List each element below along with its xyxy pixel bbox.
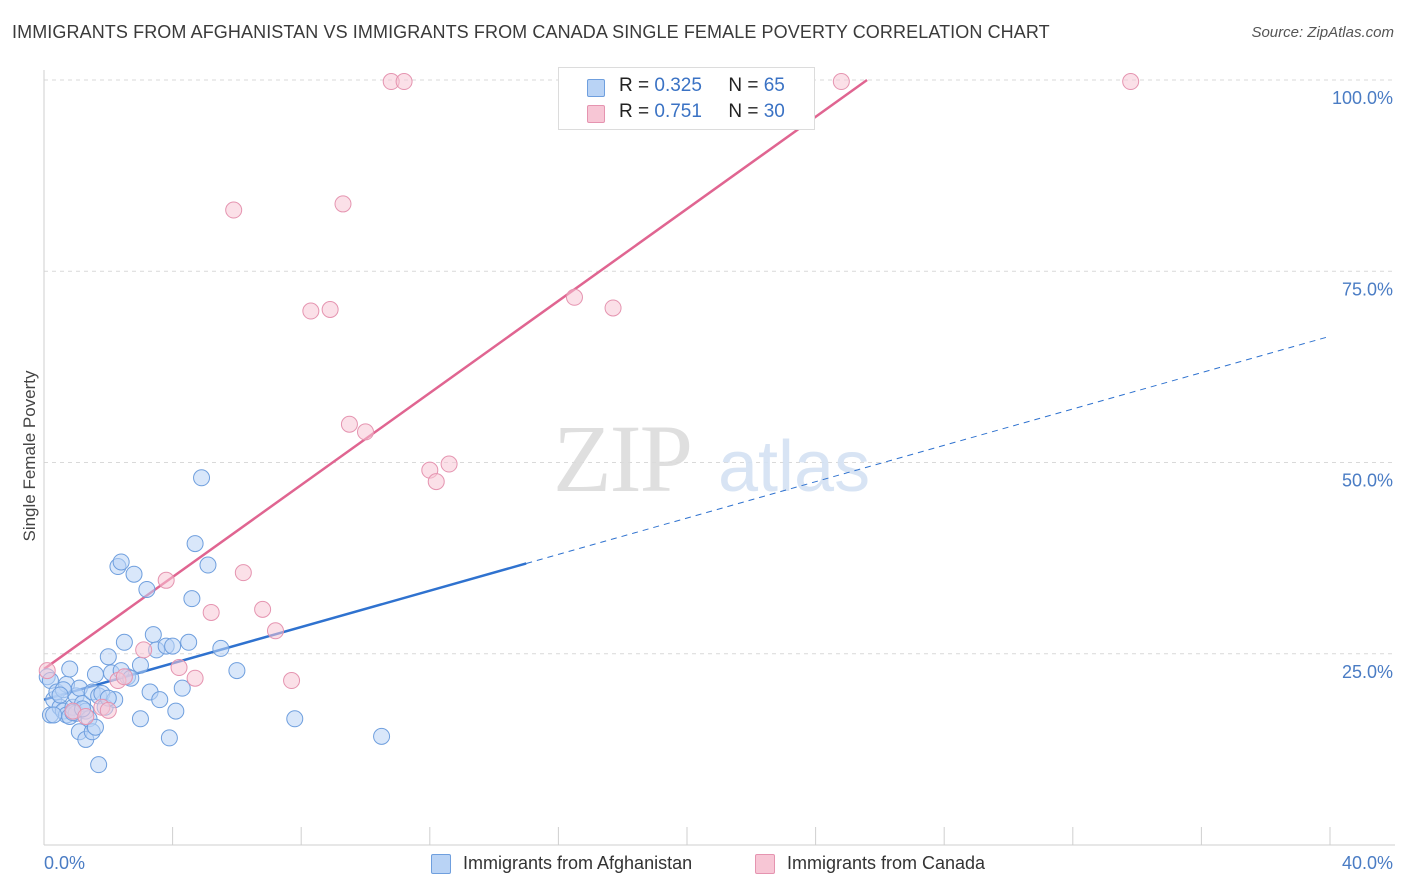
trend-line-canada [43, 78, 868, 671]
data-point-canada [832, 73, 850, 91]
data-point-canada [99, 701, 117, 719]
data-point-canada [135, 641, 153, 659]
data-point-canada [283, 672, 301, 690]
data-point-canada [1122, 73, 1140, 91]
data-point-afghanistan [99, 648, 117, 666]
watermark: ZIP atlas [553, 405, 870, 512]
r-label: R = [619, 75, 650, 96]
data-point-canada [202, 603, 220, 621]
n-label: N = [728, 75, 759, 96]
data-point-afghanistan [112, 553, 130, 571]
data-point-afghanistan [90, 756, 108, 774]
data-point-canada [115, 668, 133, 686]
data-points [38, 73, 1140, 774]
data-point-canada [321, 301, 339, 318]
data-point-afghanistan [164, 637, 182, 655]
watermark-atlas: atlas [718, 427, 870, 507]
pink-swatch [755, 854, 775, 874]
data-point-afghanistan [186, 535, 204, 553]
blue-swatch [587, 79, 605, 97]
data-point-canada [266, 622, 284, 640]
r-value-canada: 0.751 [654, 101, 702, 122]
data-point-afghanistan [199, 556, 217, 574]
stats-legend: R = 0.325 N = 65 R = 0.751 N = 30 [558, 67, 815, 130]
chart-title: IMMIGRANTS FROM AFGHANISTAN VS IMMIGRANT… [12, 22, 1050, 42]
x-tick-label: 40.0% [1342, 853, 1393, 873]
tick-labels: 100.0% 75.0% 50.0% 25.0% 0.0% 40.0% [44, 88, 1393, 873]
data-point-afghanistan [160, 729, 178, 747]
data-point-afghanistan [173, 679, 191, 697]
r-label: R = [619, 101, 650, 122]
data-point-afghanistan [193, 469, 211, 487]
x-tick-label: 0.0% [44, 853, 85, 873]
data-point-afghanistan [180, 633, 198, 651]
data-point-canada [440, 455, 458, 473]
legend-label-canada: Immigrants from Canada [787, 853, 986, 873]
pink-swatch [587, 105, 605, 123]
data-point-afghanistan [167, 702, 185, 720]
data-point-canada [254, 600, 272, 618]
r-value-afghanistan: 0.325 [654, 75, 702, 96]
data-point-afghanistan [86, 665, 104, 683]
y-tick-label: 50.0% [1342, 471, 1393, 491]
n-label: N = [728, 101, 759, 122]
data-point-canada [38, 662, 56, 680]
data-point-afghanistan [286, 710, 304, 728]
data-point-afghanistan [51, 686, 69, 704]
trend-line-afghanistan-extension [526, 335, 1331, 564]
data-point-afghanistan [86, 718, 104, 736]
data-point-afghanistan [144, 626, 162, 644]
data-point-afghanistan [125, 565, 143, 583]
n-value-afghanistan: 65 [763, 75, 785, 96]
data-point-canada [565, 288, 583, 306]
data-point-afghanistan [212, 639, 230, 657]
blue-swatch [431, 854, 451, 874]
data-point-afghanistan [228, 662, 246, 680]
data-point-canada [157, 571, 175, 589]
y-tick-label: 100.0% [1332, 88, 1393, 108]
data-point-afghanistan [373, 727, 391, 745]
y-tick-label: 25.0% [1342, 662, 1393, 682]
watermark-zip: ZIP [553, 405, 691, 512]
data-point-canada [170, 659, 188, 677]
data-point-afghanistan [45, 706, 63, 724]
y-tick-label: 75.0% [1342, 279, 1393, 299]
data-point-canada [604, 299, 622, 317]
y-axis-label: Single Female Poverty [20, 370, 39, 542]
data-point-canada [340, 415, 358, 433]
data-point-afghanistan [183, 590, 201, 608]
data-point-afghanistan [115, 633, 133, 651]
data-point-canada [234, 564, 252, 582]
trend-lines [43, 78, 1331, 701]
data-point-canada [77, 707, 95, 725]
data-point-canada [357, 423, 374, 441]
n-value-canada: 30 [763, 101, 785, 122]
data-point-afghanistan [138, 580, 156, 598]
data-point-afghanistan [131, 710, 149, 728]
data-point-canada [427, 473, 445, 491]
data-point-canada [334, 195, 352, 213]
data-point-canada [186, 669, 204, 687]
data-point-canada [395, 73, 413, 91]
data-point-canada [225, 201, 243, 219]
legend-label-afghanistan: Immigrants from Afghanistan [463, 853, 693, 873]
data-point-afghanistan [61, 660, 79, 678]
data-point-canada [302, 302, 320, 320]
data-point-afghanistan [151, 691, 169, 709]
source-label: Source: ZipAtlas.com [1251, 24, 1394, 41]
